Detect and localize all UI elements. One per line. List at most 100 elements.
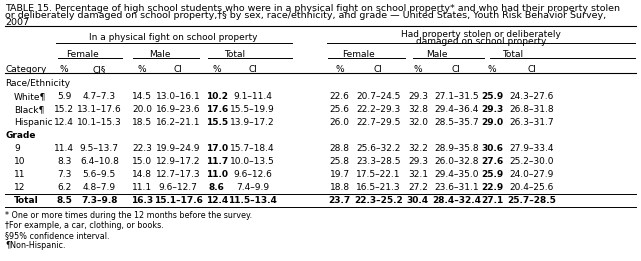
Text: 7.4–9.9: 7.4–9.9 [236, 183, 269, 192]
Text: 30.4: 30.4 [407, 196, 429, 205]
Text: 12.9–17.2: 12.9–17.2 [156, 157, 201, 166]
Text: 22.3: 22.3 [132, 144, 153, 153]
Text: 16.5–21.3: 16.5–21.3 [356, 183, 401, 192]
Text: ¶Non-Hispanic.: ¶Non-Hispanic. [5, 241, 65, 250]
Text: 25.9: 25.9 [481, 92, 503, 101]
Text: 25.7–28.5: 25.7–28.5 [508, 196, 556, 205]
Text: 15.7–18.4: 15.7–18.4 [230, 144, 275, 153]
Text: 6.2: 6.2 [57, 183, 71, 192]
Text: 4.8–7.9: 4.8–7.9 [83, 183, 116, 192]
Text: 11.7: 11.7 [206, 157, 228, 166]
Text: Female: Female [342, 50, 376, 59]
Text: 17.5–22.1: 17.5–22.1 [356, 170, 401, 179]
Text: 5.9: 5.9 [57, 92, 71, 101]
Text: 13.9–17.2: 13.9–17.2 [230, 118, 275, 127]
Text: 16.9–23.6: 16.9–23.6 [156, 105, 201, 114]
Text: 11.1: 11.1 [132, 183, 153, 192]
Text: Had property stolen or deliberately: Had property stolen or deliberately [401, 30, 561, 39]
Text: 9.6–12.7: 9.6–12.7 [159, 183, 197, 192]
Text: 23.6–31.1: 23.6–31.1 [434, 183, 479, 192]
Text: 26.0–32.8: 26.0–32.8 [434, 157, 479, 166]
Text: 12.4: 12.4 [206, 196, 228, 205]
Text: or deliberately damaged on school property,†§ by sex, race/ethnicity, and grade : or deliberately damaged on school proper… [5, 11, 606, 20]
Text: CI: CI [374, 65, 383, 74]
Text: 9.1–11.4: 9.1–11.4 [233, 92, 272, 101]
Text: 12.7–17.3: 12.7–17.3 [156, 170, 201, 179]
Text: 28.9–35.8: 28.9–35.8 [434, 144, 479, 153]
Text: * One or more times during the 12 months before the survey.: * One or more times during the 12 months… [5, 211, 253, 220]
Text: 23.3–28.5: 23.3–28.5 [356, 157, 401, 166]
Text: 6.4–10.8: 6.4–10.8 [80, 157, 119, 166]
Text: 9: 9 [14, 144, 20, 153]
Text: 26.3–31.7: 26.3–31.7 [510, 118, 554, 127]
Text: %: % [335, 65, 344, 74]
Text: 29.3: 29.3 [408, 92, 428, 101]
Text: White¶: White¶ [14, 92, 47, 101]
Text: 5.6–9.5: 5.6–9.5 [83, 170, 116, 179]
Text: 15.0: 15.0 [132, 157, 153, 166]
Text: 27.1: 27.1 [481, 196, 503, 205]
Text: 29.4–36.4: 29.4–36.4 [434, 105, 479, 114]
Text: 20.0: 20.0 [132, 105, 153, 114]
Text: 11.4: 11.4 [54, 144, 74, 153]
Text: 11.0: 11.0 [206, 170, 228, 179]
Text: 4.7–7.3: 4.7–7.3 [83, 92, 116, 101]
Text: Male: Male [426, 50, 448, 59]
Text: 28.5–35.7: 28.5–35.7 [434, 118, 479, 127]
Text: Hispanic: Hispanic [14, 118, 53, 127]
Text: %: % [413, 65, 422, 74]
Text: 27.6: 27.6 [481, 157, 503, 166]
Text: 20.7–24.5: 20.7–24.5 [356, 92, 401, 101]
Text: In a physical fight on school property: In a physical fight on school property [90, 33, 258, 42]
Text: 26.0: 26.0 [329, 118, 350, 127]
Text: 26.8–31.8: 26.8–31.8 [510, 105, 554, 114]
Text: §95% confidence interval.: §95% confidence interval. [5, 231, 110, 240]
Text: 28.4–32.4: 28.4–32.4 [432, 196, 481, 205]
Text: †For example, a car, clothing, or books.: †For example, a car, clothing, or books. [5, 221, 164, 230]
Text: 8.6: 8.6 [209, 183, 224, 192]
Text: 30.6: 30.6 [481, 144, 503, 153]
Text: 24.0–27.9: 24.0–27.9 [510, 170, 554, 179]
Text: 27.1–31.5: 27.1–31.5 [434, 92, 479, 101]
Text: 29.3: 29.3 [408, 157, 428, 166]
Text: 22.3–25.2: 22.3–25.2 [354, 196, 403, 205]
Text: 10: 10 [14, 157, 26, 166]
Text: 32.8: 32.8 [408, 105, 428, 114]
Text: 32.2: 32.2 [408, 144, 428, 153]
Text: 28.8: 28.8 [329, 144, 350, 153]
Text: 15.5: 15.5 [206, 118, 228, 127]
Text: 29.3: 29.3 [481, 105, 503, 114]
Text: 10.0–13.5: 10.0–13.5 [230, 157, 275, 166]
Text: 22.9: 22.9 [481, 183, 503, 192]
Text: 18.5: 18.5 [132, 118, 153, 127]
Text: CI: CI [452, 65, 461, 74]
Text: TABLE 15. Percentage of high school students who were in a physical fight on sch: TABLE 15. Percentage of high school stud… [5, 4, 620, 13]
Text: 25.2–30.0: 25.2–30.0 [510, 157, 554, 166]
Text: 15.5–19.9: 15.5–19.9 [230, 105, 275, 114]
Text: 8.5: 8.5 [56, 196, 72, 205]
Text: Total: Total [502, 50, 522, 59]
Text: %: % [488, 65, 497, 74]
Text: 23.7: 23.7 [329, 196, 351, 205]
Text: 11.5–13.4: 11.5–13.4 [228, 196, 277, 205]
Text: 25.8: 25.8 [329, 157, 350, 166]
Text: %: % [212, 65, 221, 74]
Text: 8.3: 8.3 [57, 157, 71, 166]
Text: 15.2: 15.2 [54, 105, 74, 114]
Text: 19.7: 19.7 [329, 170, 350, 179]
Text: CI: CI [174, 65, 183, 74]
Text: Black¶: Black¶ [14, 105, 44, 114]
Text: 22.6: 22.6 [329, 92, 350, 101]
Text: 18.8: 18.8 [329, 183, 350, 192]
Text: 9.5–13.7: 9.5–13.7 [80, 144, 119, 153]
Text: 25.6–32.2: 25.6–32.2 [356, 144, 401, 153]
Text: 20.4–25.6: 20.4–25.6 [510, 183, 554, 192]
Text: 15.1–17.6: 15.1–17.6 [154, 196, 203, 205]
Text: %: % [60, 65, 69, 74]
Text: 9.6–12.6: 9.6–12.6 [233, 170, 272, 179]
Text: 10.2: 10.2 [206, 92, 228, 101]
Text: CI: CI [528, 65, 537, 74]
Text: 32.1: 32.1 [408, 170, 428, 179]
Text: Grade: Grade [5, 131, 36, 140]
Text: CI§: CI§ [93, 65, 106, 74]
